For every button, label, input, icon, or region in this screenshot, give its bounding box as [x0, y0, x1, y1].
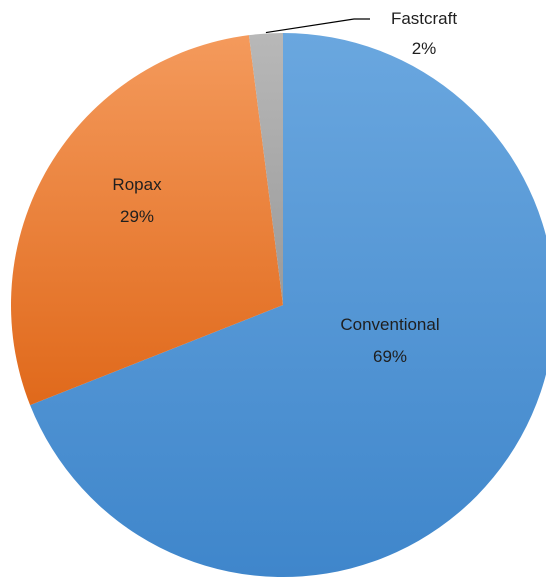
label-fastcraft-name: Fastcraft	[391, 9, 457, 28]
pie-slices	[11, 33, 546, 577]
slice-ropax	[11, 35, 284, 406]
label-fastcraft-value: 2%	[412, 39, 437, 58]
slice-fastcraft	[248, 33, 283, 305]
slice-conventional	[30, 33, 546, 577]
label-ropax-name: Ropax	[112, 175, 162, 194]
label-ropax-value: 29%	[120, 207, 154, 226]
label-conventional-name: Conventional	[340, 315, 439, 334]
pie-labels: Conventional 69% Ropax 29% Fastcraft 2%	[112, 9, 457, 366]
leader-line-fastcraft	[265, 18, 370, 34]
label-conventional-value: 69%	[373, 347, 407, 366]
